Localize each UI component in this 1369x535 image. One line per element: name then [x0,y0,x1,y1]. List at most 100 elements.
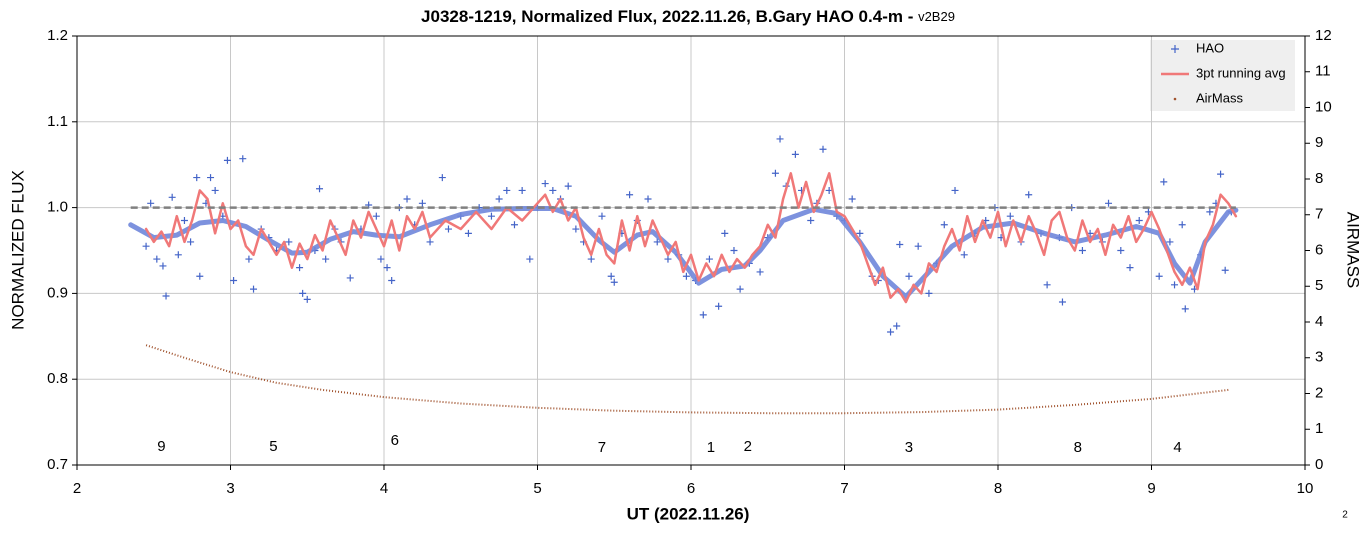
hao-point [856,229,864,237]
hao-point [230,277,238,285]
hao-point [464,229,472,237]
hao-point [503,186,511,194]
hao-point [444,225,452,233]
y2-tick-label: 6 [1315,241,1323,258]
footnote: 2 [1342,510,1348,521]
y-tick-label: 1.2 [47,27,68,44]
hao-point [1105,199,1113,207]
hao-point [296,264,304,272]
hao-point [1155,272,1163,280]
hao-point [607,272,615,280]
x-tick-label: 8 [994,480,1002,497]
hao-point [905,272,913,280]
hao-point [626,191,634,199]
hao-point [925,289,933,297]
x-tick-label: 5 [533,480,541,497]
hao-point [1058,298,1066,306]
hao-point [346,274,354,282]
x-axis-label: UT (2022.11.26) [627,504,750,523]
x-tick-label: 7 [840,480,848,497]
hao-point [1078,247,1086,254]
hao-point [771,169,779,177]
hao-point [142,242,150,250]
title: J0328-1219, Normalized Flux, 2022.11.26,… [421,7,918,26]
hao-point [682,272,690,280]
hao-point [549,186,557,194]
hao-point [426,238,434,246]
x-tick-label: 3 [226,480,234,497]
hao-point [372,212,380,220]
hao-point [180,216,188,224]
hao-point [438,174,446,182]
y-tick-label: 1.0 [47,199,68,216]
subtitle: v2B29 [918,9,955,24]
y2-tick-label: 0 [1315,456,1323,473]
hao-point [193,174,201,182]
y2-tick-label: 11 [1315,63,1331,80]
hao-point [322,255,330,263]
hao-point [487,212,495,220]
hao-point [162,292,170,300]
hao-point [168,193,176,201]
hao-point [147,199,155,207]
x-tick-label: 4 [380,480,388,497]
hao-point [951,186,959,194]
hao-point [1117,247,1125,254]
hao-point [653,238,661,246]
hao-point [1166,238,1174,246]
hao-point [644,195,652,203]
hao-point [819,145,827,153]
annotation: 3 [905,439,913,456]
hao-point [526,255,534,263]
hao-point [736,285,744,293]
hao-point [159,262,167,270]
hao-point [285,238,293,246]
hao-point [388,277,396,285]
hao-point [207,174,215,182]
hao-point [776,135,784,143]
hao-point [848,195,856,203]
hao-point [896,240,904,248]
y2-tick-label: 7 [1315,206,1323,223]
y2-tick-label: 1 [1315,420,1323,437]
hao-point [1206,208,1214,216]
hao-point [250,285,258,293]
hao-point [960,251,968,259]
annotation: 2 [744,438,752,455]
legend-label: HAO [1196,40,1224,55]
hao-point [211,186,219,194]
hao-point [699,311,707,319]
hao-point [1043,281,1051,289]
x-tick-label: 10 [1297,480,1314,497]
hao-point [541,180,549,188]
x-tick-label: 2 [73,480,81,497]
hao-point [299,289,307,297]
y-tick-label: 0.9 [47,284,68,301]
annotation: 6 [391,432,399,449]
hao-point [893,322,901,330]
hao-point [187,238,195,246]
hao-point [303,295,311,303]
hao-point [1178,221,1186,229]
annotation: 8 [1074,439,1082,456]
hao-point [598,212,606,220]
hao-point [1217,170,1225,178]
x-tick-label: 6 [687,480,695,497]
hao-point [807,216,815,224]
hao-point [721,229,729,237]
y2-tick-label: 10 [1315,98,1332,115]
legend-label: AirMass [1196,90,1243,105]
hao-point [587,255,595,263]
y-tick-label: 0.7 [47,456,68,473]
y-tick-label: 1.1 [47,113,68,130]
hao-point [174,251,182,259]
hao-point [756,268,764,276]
hao-point [1160,178,1168,186]
y2-axis-label: AIRMASS [1344,212,1363,289]
hao-point [705,255,713,263]
annotation: 7 [598,439,606,456]
hao-point [1126,264,1134,272]
y2-tick-label: 9 [1315,134,1323,151]
y-axis-label: NORMALIZED FLUX [8,170,27,330]
